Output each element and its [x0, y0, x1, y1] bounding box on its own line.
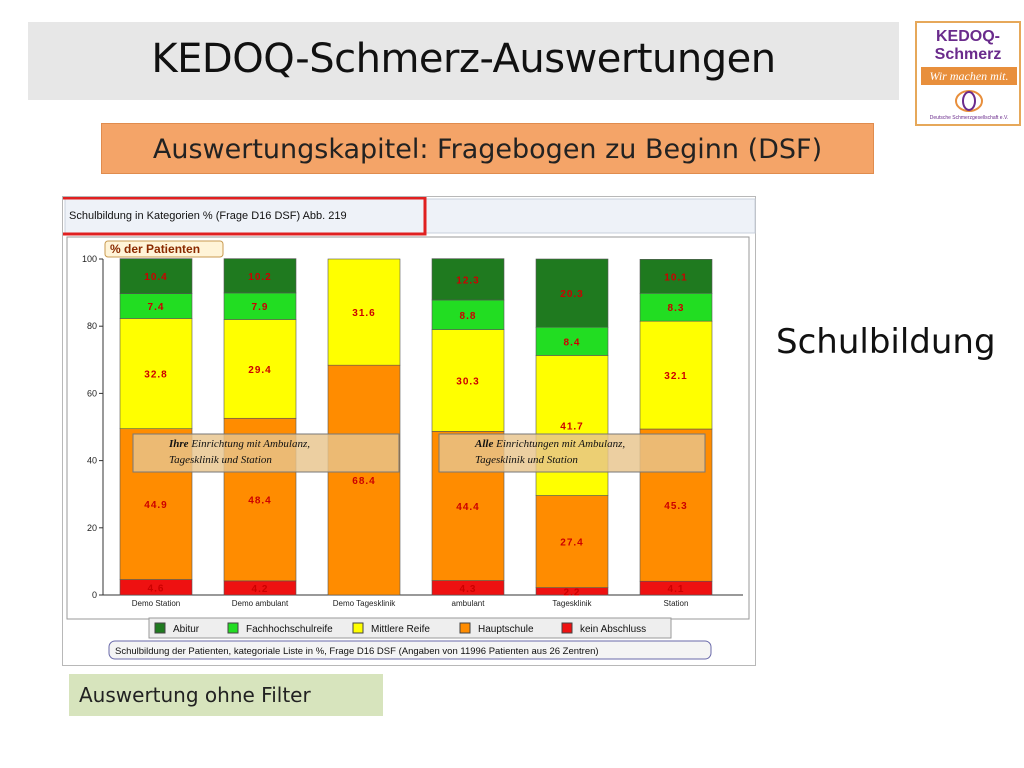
logo-org-text: Deutsche Schmerzgesellschaft e.V. [929, 115, 1009, 121]
y-tick-label: 80 [87, 321, 97, 331]
chart-footnote: Schulbildung der Patienten, kategoriale … [115, 646, 599, 657]
filter-note: Auswertung ohne Filter [69, 674, 383, 716]
data-label: 4.1 [668, 584, 685, 595]
bar-segment [431, 299, 505, 330]
title-highlight-box [63, 197, 427, 236]
legend-label: Mittlere Reife [371, 624, 430, 635]
bar-segment [535, 495, 609, 588]
footnote-box [108, 640, 712, 660]
bar-segment [223, 258, 297, 294]
legend-label: Hauptschule [478, 624, 534, 635]
data-label: 32.8 [144, 370, 167, 381]
data-label: 8.3 [668, 303, 685, 314]
stacked-bar-chart: Schulbildung in Kategorien % (Frage D16 … [63, 197, 756, 660]
bar-segment [535, 258, 609, 328]
x-tick-label: Demo Tagesklinik [333, 599, 397, 608]
legend-label: Fachhochschulreife [246, 624, 333, 635]
legend-box [148, 617, 672, 639]
data-label: 31.6 [352, 308, 375, 319]
x-tick-label: Demo Station [132, 599, 180, 608]
chart-title-strip [64, 198, 756, 234]
legend-label: Abitur [173, 624, 200, 635]
bar-segment [327, 364, 401, 596]
y-tick-label: 60 [87, 388, 97, 398]
slide-title: KEDOQ-Schmerz-Auswertungen [151, 36, 776, 82]
bar-segment [639, 292, 713, 322]
data-label: 44.9 [144, 500, 167, 511]
data-label: 45.3 [664, 501, 687, 512]
data-label: 41.7 [560, 421, 583, 432]
bar-segment [535, 326, 609, 356]
y-tick-label: 0 [92, 590, 97, 600]
logo-emblem-icon [955, 90, 983, 112]
annotation-text-line2: Tagesklinik und Station [475, 454, 578, 466]
legend-swatch [154, 622, 166, 634]
x-tick-label: Tagesklinik [552, 599, 592, 608]
logo-slogan: Wir machen mit. [921, 67, 1017, 85]
legend-swatch [561, 622, 573, 634]
data-label: 12.3 [456, 275, 479, 286]
y-tick-label: 100 [82, 254, 97, 264]
data-label: 7.9 [252, 302, 269, 313]
data-label: 2.2 [564, 587, 581, 598]
data-label: 7.4 [148, 302, 165, 313]
bar-segment [119, 293, 193, 319]
chart-title: Schulbildung in Kategorien % (Frage D16 … [69, 210, 347, 222]
title-bar [28, 22, 899, 100]
data-label: 8.4 [564, 337, 581, 348]
data-label: 10.1 [664, 272, 687, 283]
data-label: 44.4 [456, 502, 479, 513]
data-label: 48.4 [248, 496, 271, 507]
legend-swatch [227, 622, 239, 634]
bar-segment [119, 258, 193, 294]
kedoq-logo: KEDOQ- Schmerz Wir machen mit. Deutsche … [915, 21, 1021, 126]
topic-heading: Schulbildung [776, 322, 996, 362]
annotation-text-line2: Tagesklinik und Station [169, 454, 272, 466]
annotation-text-line1: Alle Einrichtungen mit Ambulanz, [474, 438, 625, 450]
bar-segment [223, 292, 297, 320]
y-axis-label: % der Patienten [110, 242, 200, 256]
ylabel-box [104, 240, 224, 258]
x-tick-label: Station [664, 599, 689, 608]
data-label: 68.4 [352, 476, 375, 487]
legend-swatch [459, 622, 471, 634]
bar-segment [119, 318, 193, 429]
data-label: 20.3 [560, 289, 583, 300]
bar-segment [431, 329, 505, 432]
bar-segment [223, 319, 297, 419]
data-label: 32.1 [664, 371, 687, 382]
bar-segment [431, 258, 505, 301]
chapter-banner: Auswertungskapitel: Fragebogen zu Beginn… [101, 123, 874, 174]
annotation-box [438, 433, 706, 473]
data-label: 10.2 [248, 272, 271, 283]
x-tick-label: Demo ambulant [232, 599, 289, 608]
annotation-text-line1: Ihre Einrichtung mit Ambulanz, [168, 438, 310, 450]
y-tick-label: 40 [87, 456, 97, 466]
legend-swatch [352, 622, 364, 634]
logo-text-line1: KEDOQ- [936, 28, 1000, 45]
logo-text-line2: Schmerz [934, 46, 1002, 63]
data-label: 29.4 [248, 365, 271, 376]
x-tick-label: ambulant [452, 599, 486, 608]
data-label: 4.6 [148, 583, 165, 594]
bar-segment [327, 258, 401, 366]
annotation-box [132, 433, 400, 473]
chart-frame: Schulbildung in Kategorien % (Frage D16 … [62, 196, 756, 666]
data-label: 4.2 [252, 584, 269, 595]
data-label: 8.8 [460, 311, 477, 322]
data-label: 30.3 [456, 376, 479, 387]
bar-segment [639, 259, 713, 294]
legend-label: kein Abschluss [580, 624, 646, 635]
data-label: 4.3 [460, 584, 477, 595]
y-tick-label: 20 [87, 523, 97, 533]
data-label: 10.4 [144, 272, 167, 283]
data-label: 27.4 [560, 538, 583, 549]
